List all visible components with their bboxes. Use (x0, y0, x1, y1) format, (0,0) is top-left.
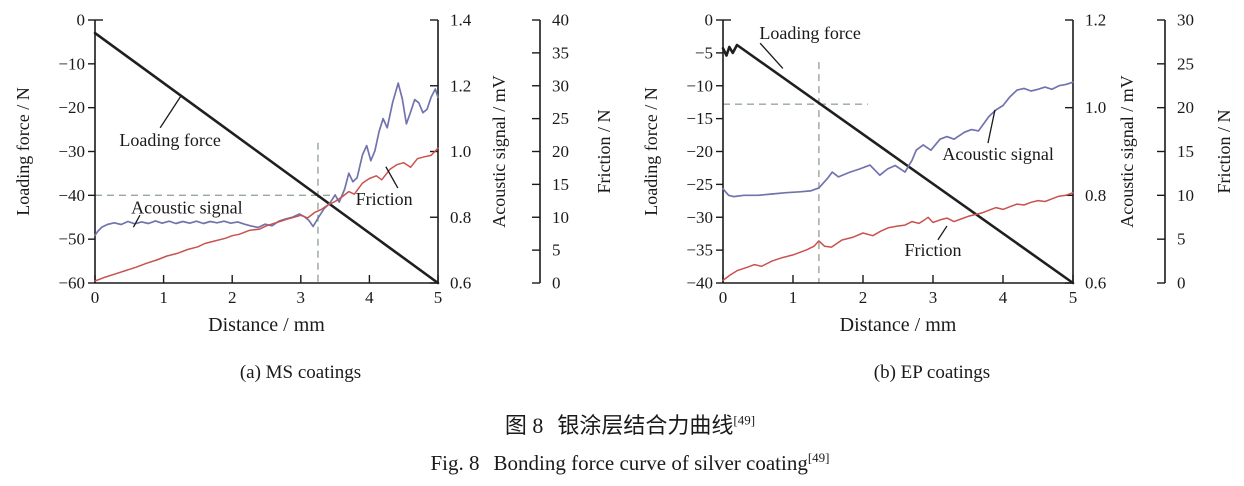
acoustic-axis-title: Acoustic signal / mV (1117, 75, 1137, 227)
acoustic-axis-tick-label: 1.4 (450, 11, 472, 30)
left-axis-tick-label: −10 (58, 54, 85, 73)
x-axis-title: Distance / mm (840, 314, 957, 336)
acoustic-axis-tick-label: 0.8 (1085, 186, 1106, 205)
left-axis-tick-label: −20 (686, 142, 713, 161)
caption-en-title: Bonding force curve of silver coating (493, 451, 808, 475)
acoustic-axis-tick-label: 1.2 (1085, 11, 1106, 30)
left-axis-tick-label: −25 (686, 175, 713, 194)
annotation-leader-line (759, 42, 784, 69)
x-axis-tick-label: 2 (228, 288, 237, 307)
chart-b-ep-coatings: 0 1 2 3 4 5 0 −5 −10 −15 −20 −25 −30 −35 −40 Loading fo… (641, 11, 1234, 384)
x-axis-tick-label: 5 (1069, 288, 1078, 307)
left-axis-tick-label: −20 (58, 98, 85, 117)
friction-axis-tick-label: 10 (552, 208, 569, 227)
caption-en-reference: [49] (807, 450, 830, 465)
subplot-caption: (b) EP coatings (874, 362, 990, 383)
series-line-friction (94, 147, 439, 282)
x-axis-title: Distance / mm (208, 314, 325, 336)
annotation-leader-line (937, 225, 948, 241)
x-axis-tick-label: 3 (297, 288, 306, 307)
left-axis-title: Loading force / N (641, 87, 661, 215)
subplot-caption: (a) MS coatings (240, 362, 361, 383)
left-axis-tick-label: −60 (58, 274, 85, 293)
left-axis-tick-label: −40 (686, 274, 713, 293)
acoustic-axis-tick-label: 1.0 (450, 142, 471, 161)
acoustic-axis-tick-label: 1.2 (450, 76, 471, 95)
left-axis-title: Loading force / N (13, 87, 33, 215)
chart-a-ms-coatings: 0 1 2 3 4 5 0 −10 −20 −30 −40 −50 −60 Loading force /… (13, 11, 614, 384)
annotation-leader-line (987, 109, 996, 144)
caption-english: Fig. 8 Bonding force curve of silver coat… (0, 451, 1244, 476)
friction-axis-tick-label: 35 (552, 43, 569, 62)
series-line-acoustic-signal (722, 81, 1074, 198)
x-axis-tick-label: 1 (789, 288, 798, 307)
friction-axis-title: Friction / N (1214, 110, 1234, 194)
friction-axis-tick-label: 20 (1177, 98, 1194, 117)
friction-axis-tick-label: 20 (552, 142, 569, 161)
x-axis-tick-label: 0 (91, 288, 100, 307)
left-axis-tick-label: −30 (686, 208, 713, 227)
series-annotation-label: Acoustic signal (942, 144, 1053, 164)
friction-axis-tick-label: 25 (1177, 54, 1194, 73)
left-axis-tick-label: −5 (695, 43, 713, 62)
left-axis-tick-label: 0 (705, 11, 714, 30)
left-axis-tick-label: 0 (77, 11, 86, 30)
left-axis-tick-label: −15 (686, 109, 713, 128)
acoustic-axis-tick-label: 0.8 (450, 208, 471, 227)
series-annotation-label: Loading force (119, 130, 220, 150)
caption-en-figure-number: Fig. 8 (430, 451, 480, 475)
friction-axis-tick-label: 5 (552, 241, 561, 260)
acoustic-axis-tick-label: 0.6 (450, 274, 471, 293)
annotation-leader-line (132, 214, 141, 228)
left-axis-tick-label: −40 (58, 186, 85, 205)
friction-axis-tick-label: 25 (552, 109, 569, 128)
series-annotation-label: Acoustic signal (131, 197, 242, 217)
series-line-friction (722, 191, 1074, 282)
x-axis-tick-label: 3 (929, 288, 938, 307)
x-axis-tick-label: 0 (719, 288, 728, 307)
caption-zh-title: 银涂层结合力曲线 (557, 413, 734, 438)
series-annotation-label: Friction (905, 240, 962, 260)
friction-axis-tick-label: 30 (552, 76, 569, 95)
annotation-leader-line (159, 95, 182, 129)
x-axis-tick-label: 2 (859, 288, 868, 307)
caption-zh-reference: [49] (733, 412, 756, 428)
acoustic-axis-tick-label: 1.0 (1085, 98, 1106, 117)
acoustic-axis-tick-label: 0.6 (1085, 274, 1106, 293)
x-axis-tick-label: 4 (365, 288, 374, 307)
friction-axis-tick-label: 15 (1177, 142, 1194, 161)
friction-axis-tick-label: 5 (1177, 230, 1186, 249)
series-annotation-label: Friction (356, 189, 413, 209)
friction-axis-title: Friction / N (594, 110, 614, 194)
annotation-leader-line (385, 166, 399, 189)
series-line-loading-force (721, 43, 1075, 285)
series-annotation-label: Loading force (759, 23, 860, 43)
x-axis-tick-label: 5 (434, 288, 443, 307)
series-line-acoustic-signal (94, 82, 439, 237)
left-axis-tick-label: −35 (686, 241, 713, 260)
friction-axis-tick-label: 15 (552, 175, 569, 194)
caption-zh-figure-number: 图 8 (504, 413, 544, 438)
left-axis-tick-label: −50 (58, 230, 85, 249)
friction-axis-tick-label: 40 (552, 11, 569, 30)
left-axis-tick-label: −30 (58, 142, 85, 161)
x-axis-tick-label: 4 (999, 288, 1008, 307)
acoustic-axis-title: Acoustic signal / mV (489, 75, 509, 227)
x-axis-tick-label: 1 (159, 288, 168, 307)
friction-axis-tick-label: 30 (1177, 11, 1194, 30)
friction-axis-tick-label: 0 (552, 274, 561, 293)
friction-axis-tick-label: 10 (1177, 186, 1194, 205)
series-line-loading-force (93, 31, 440, 285)
left-axis-tick-label: −10 (686, 76, 713, 95)
caption-chinese: 图 8 银涂层结合力曲线[49] (0, 408, 1244, 440)
friction-axis-tick-label: 0 (1177, 274, 1186, 293)
